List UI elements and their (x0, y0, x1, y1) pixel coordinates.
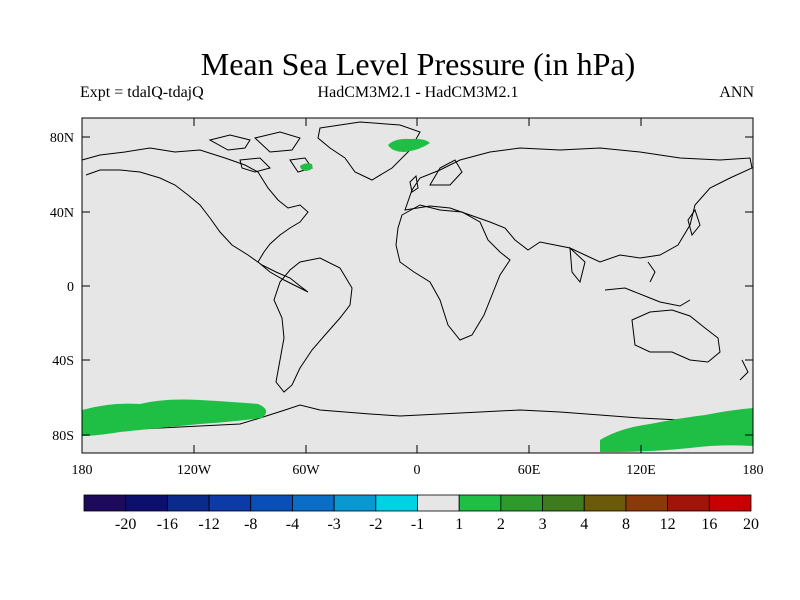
africa-coast (395, 204, 511, 341)
colorbar-swatch (208, 494, 252, 512)
coastlines (81, 121, 754, 433)
anomaly-patch-greenland (388, 138, 430, 152)
colorbar-swatch (83, 494, 127, 512)
colorbar (83, 494, 752, 512)
australia-coast (631, 309, 721, 363)
colorbar-swatch (417, 494, 460, 512)
colorbar-swatch (375, 494, 418, 512)
lat-label-40n: 40N (50, 206, 74, 221)
colorbar-label: 1 (455, 516, 463, 533)
lat-label-80n: 80N (50, 131, 74, 146)
colorbar-label: 12 (660, 516, 676, 533)
colorbar-label: -3 (327, 516, 340, 533)
lon-label-60w: 60W (292, 463, 320, 478)
lon-label-180e: 180 (743, 463, 764, 478)
colorbar-label: -2 (369, 516, 382, 533)
colorbar-label: 2 (497, 516, 505, 533)
colorbar-label: -8 (244, 516, 257, 533)
colorbar-label: 8 (622, 516, 630, 533)
lon-label-120w: 120W (177, 463, 212, 478)
colorbar-label: 16 (701, 516, 717, 533)
colorbar-label: -1 (411, 516, 424, 533)
map-background (82, 118, 753, 453)
lon-label-60e: 60E (518, 463, 541, 478)
colorbar-label: 4 (580, 516, 588, 533)
north-america-coast (81, 147, 309, 293)
colorbar-swatch (250, 494, 293, 512)
colorbar-swatch (333, 494, 377, 512)
colorbar-swatch (292, 494, 335, 512)
colorbar-labels: -20 -16 -12 -8 -4 -3 -2 -1 1 2 3 4 8 12 16 20 (115, 516, 759, 533)
colorbar-label: -20 (115, 516, 136, 533)
anomaly-patches (82, 138, 753, 452)
lon-axis (193, 118, 642, 453)
colorbar-swatch (667, 494, 710, 512)
colorbar-swatch (458, 494, 502, 512)
greenland-coast (317, 121, 421, 181)
colorbar-swatch (625, 494, 669, 512)
lon-label-120e: 120E (626, 463, 656, 478)
anomaly-patch-hudson (300, 163, 313, 171)
colorbar-swatch (500, 494, 543, 512)
lon-label-180w: 180 (72, 463, 93, 478)
colorbar-label: -16 (157, 516, 178, 533)
colorbar-label: -4 (286, 516, 299, 533)
model-label: HadCM3M2.1 - HadCM3M2.1 (317, 84, 519, 101)
anomaly-patch-south-pacific (82, 399, 267, 436)
south-america-coast (273, 257, 353, 393)
colorbar-swatch (166, 494, 210, 512)
colorbar-swatch (125, 494, 168, 512)
lon-label-0: 0 (414, 463, 421, 478)
anomaly-patch-south-indian (600, 408, 753, 452)
colorbar-label: 3 (539, 516, 547, 533)
lat-axis (82, 136, 753, 436)
colorbar-swatch (708, 494, 752, 512)
lat-label-40s: 40S (52, 354, 74, 369)
antarctica-coast (81, 404, 754, 433)
lat-label-80s: 80S (52, 429, 74, 444)
colorbar-swatch (583, 494, 627, 512)
season-label: ANN (719, 84, 754, 101)
experiment-label: Expt = tdalQ-tdajQ (80, 84, 204, 101)
eurasia-coast (404, 147, 753, 263)
map-title: Mean Sea Level Pressure (in hPa) (200, 46, 636, 82)
colorbar-label: -12 (198, 516, 219, 533)
lat-label-0: 0 (67, 280, 74, 295)
colorbar-label: 20 (743, 516, 759, 533)
colorbar-swatch (542, 494, 585, 512)
